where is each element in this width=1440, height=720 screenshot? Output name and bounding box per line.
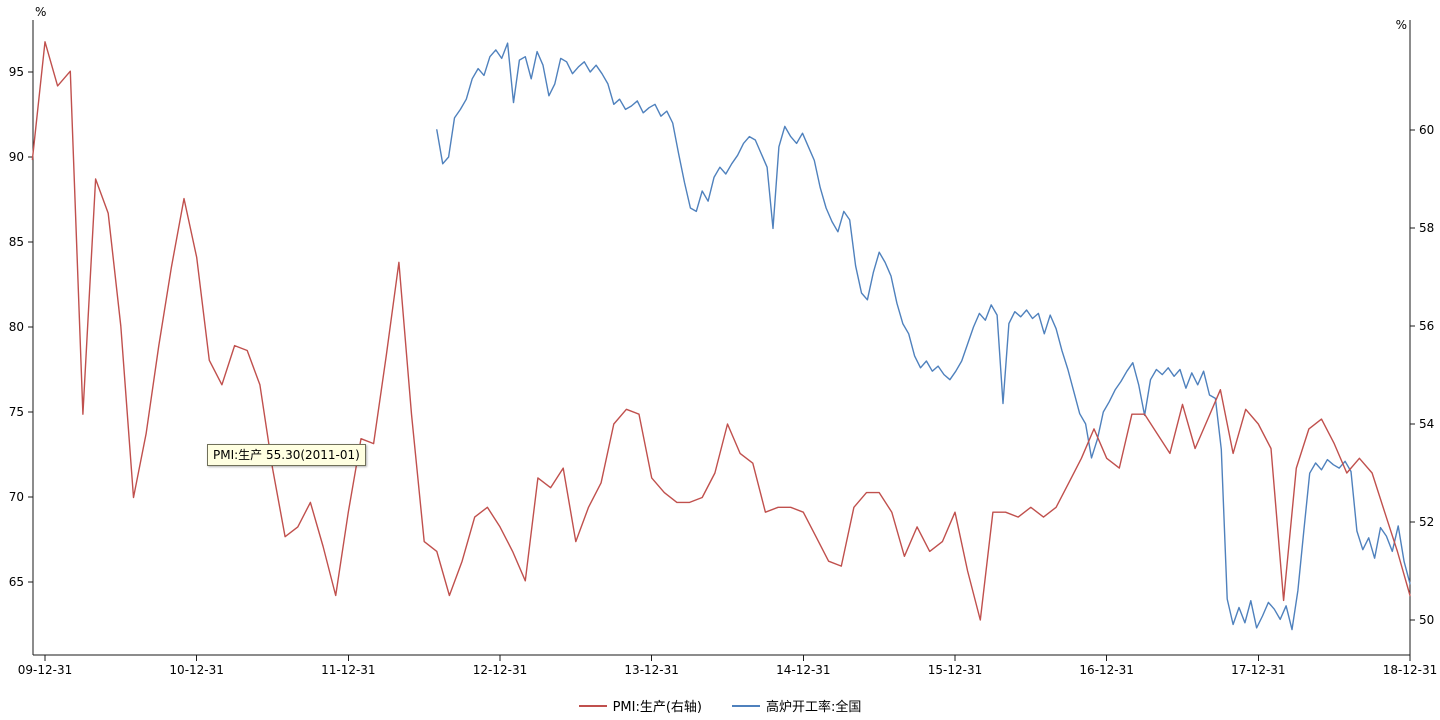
x-axis-tick-label: 15-12-31 [928, 663, 982, 677]
right-axis-tick-label: 50 [1419, 613, 1434, 627]
legend-item-pmi[interactable]: PMI:生产(右轴) [578, 696, 703, 715]
x-axis-tick-label: 18-12-31 [1383, 663, 1437, 677]
right-axis-tick-label: 58 [1419, 221, 1434, 235]
left-axis-tick-label: 70 [9, 490, 24, 504]
left-axis-tick-label: 80 [9, 320, 24, 334]
left-axis-tick-label: 90 [9, 150, 24, 164]
series-line-pmi-production [31, 41, 1411, 621]
x-axis-tick-label: 11-12-31 [321, 663, 375, 677]
right-axis-tick-label: 52 [1419, 515, 1434, 529]
left-axis-tick-label: 75 [9, 405, 24, 419]
x-axis-tick-label: 17-12-31 [1231, 663, 1285, 677]
right-axis-tick-label: 56 [1419, 319, 1434, 333]
right-axis-tick-label: 60 [1419, 123, 1434, 137]
x-axis-tick-label: 10-12-31 [169, 663, 223, 677]
x-axis-tick-label: 14-12-31 [776, 663, 830, 677]
legend: PMI:生产(右轴) 高炉开工率:全国 [0, 696, 1440, 715]
x-axis-tick-label: 16-12-31 [1079, 663, 1133, 677]
legend-line-blue [732, 704, 761, 707]
legend-item-blast-furnace[interactable]: 高炉开工率:全国 [732, 696, 861, 715]
series-line-blast-furnace-rate [436, 42, 1411, 631]
legend-label-pmi: PMI:生产(右轴) [612, 700, 703, 715]
tooltip: PMI:生产 55.30(2011-01) [207, 444, 366, 466]
right-axis-unit-label: % [1396, 18, 1407, 32]
tooltip-text: PMI:生产 55.30(2011-01) [213, 448, 360, 462]
right-axis-tick-label: 54 [1419, 417, 1434, 431]
left-axis-tick-label: 65 [9, 575, 24, 589]
left-axis-tick-label: 85 [9, 235, 24, 249]
left-axis-unit-label: % [35, 5, 46, 19]
legend-label-blast-furnace: 高炉开工率:全国 [766, 700, 862, 715]
x-axis-tick-label: 09-12-31 [18, 663, 72, 677]
left-axis-tick-label: 95 [9, 65, 24, 79]
legend-line-red [578, 704, 607, 707]
x-axis-tick-label: 12-12-31 [473, 663, 527, 677]
x-axis-tick-label: 13-12-31 [624, 663, 678, 677]
